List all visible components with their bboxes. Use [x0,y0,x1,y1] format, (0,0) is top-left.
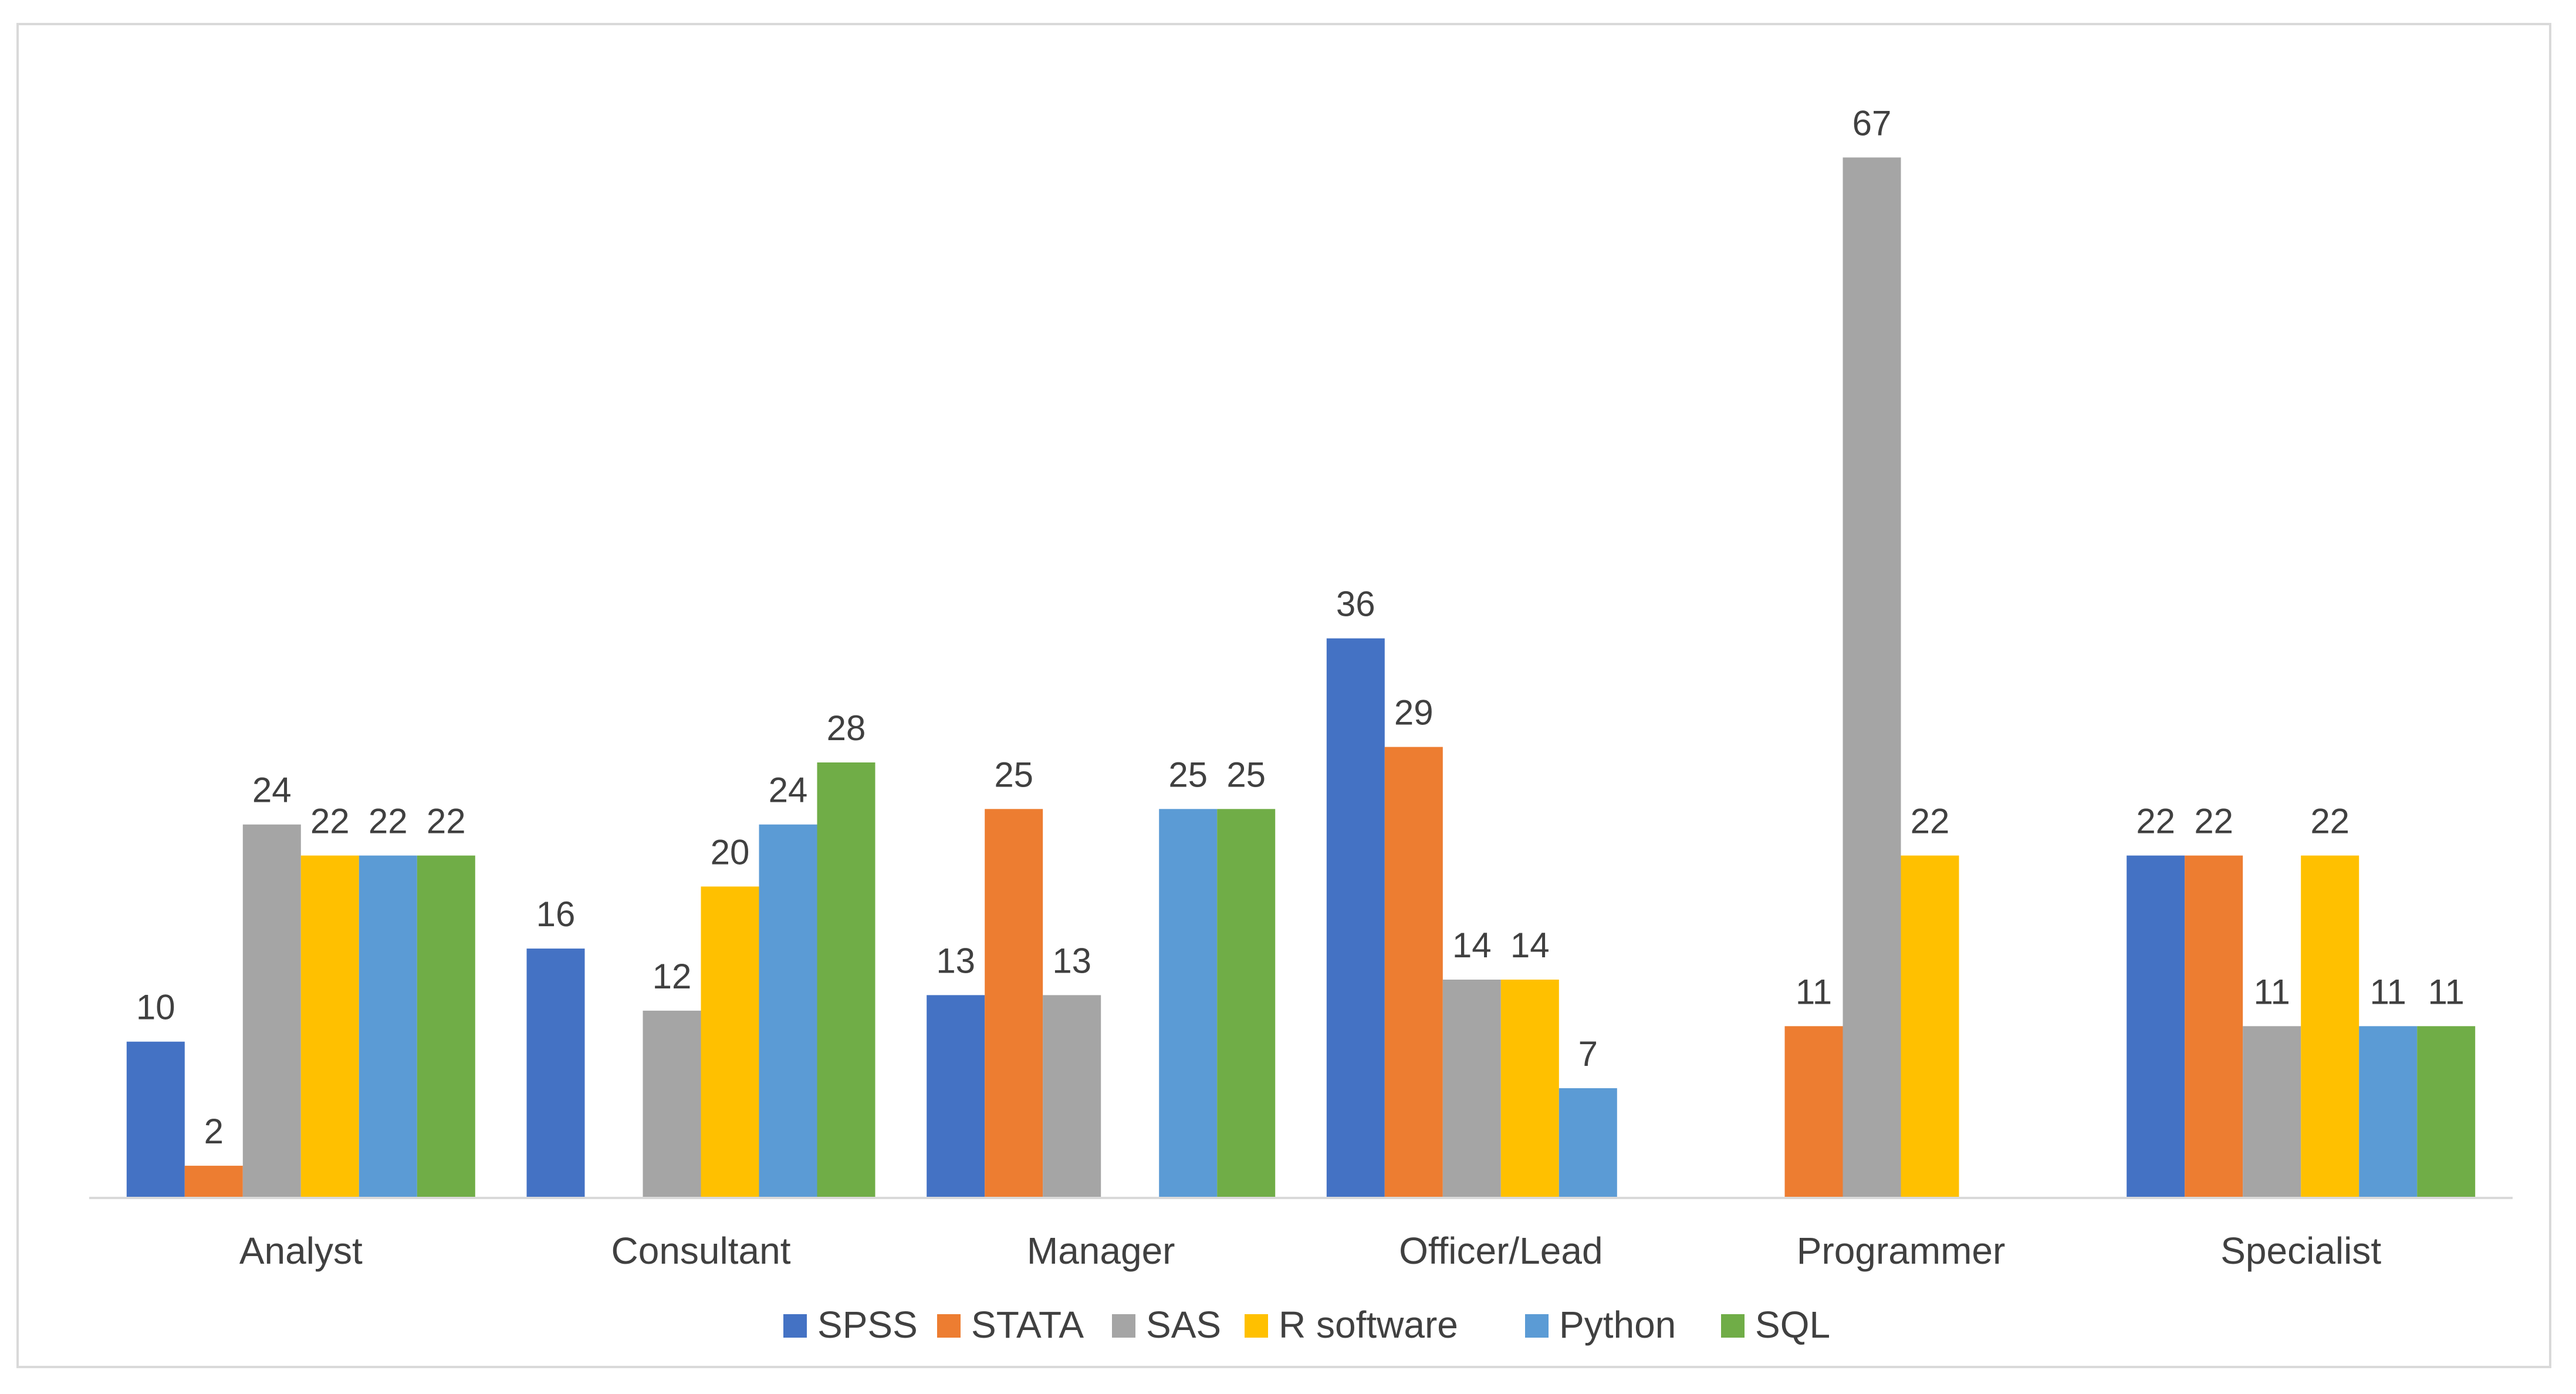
chart-frame: 10 2 24 22 22 22 16 12 20 24 28 13 25 13 25 25 36 29 14 14 7… [16,23,2551,1368]
legend-item-spss[interactable]: SPSS [783,1304,918,1346]
chart-svg: 10 2 24 22 22 22 16 12 20 24 28 13 25 13 25 25 36 29 14 14 7… [89,103,2513,1346]
data-label: 14 [1452,926,1492,965]
bar-officer-lead-python [1559,1088,1617,1197]
legend-item-sas[interactable]: SAS [1112,1304,1221,1346]
data-label: 13 [1052,941,1091,980]
legend-swatch [1525,1314,1549,1338]
data-label: 11 [2428,972,2465,1011]
x-tick-label: Analyst [239,1230,363,1272]
legend-label: R software [1279,1304,1458,1346]
legend-label: STATA [971,1304,1084,1346]
data-label: 28 [827,708,866,748]
data-label: 22 [2310,802,2349,841]
legend-label: Python [1559,1304,1676,1346]
bar-specialist-sas [2243,1026,2301,1197]
bars-layer [126,157,2476,1197]
legend-label: SAS [1146,1304,1221,1346]
legend-swatch [783,1314,807,1338]
bar-consultant-python [759,824,817,1197]
bar-analyst-sql [417,855,475,1197]
legend-label: SPSS [817,1304,918,1346]
bar-manager-stata [985,809,1043,1197]
data-label: 25 [994,755,1033,794]
data-label: 24 [769,771,808,810]
bar-analyst-r-software [300,855,359,1197]
data-label: 11 [2254,972,2290,1011]
bar-programmer-r-software [1901,855,1959,1197]
data-label: 29 [1394,693,1434,733]
legend-swatch [937,1314,961,1338]
bar-consultant-sas [643,1010,701,1197]
bar-specialist-spss [2127,855,2185,1197]
bar-analyst-stata [184,1166,243,1197]
x-tick-label: Specialist [2220,1230,2381,1272]
bar-analyst-spss [126,1041,185,1197]
data-label: 22 [427,802,466,841]
data-label: 11 [1796,972,1832,1011]
data-label: 2 [204,1112,224,1151]
x-tick-label: Officer/Lead [1399,1230,1603,1272]
data-label: 67 [1852,103,1892,143]
bar-specialist-sql [2417,1026,2476,1197]
data-label: 24 [252,771,292,810]
data-label: 36 [1336,585,1375,624]
legend-swatch [1721,1314,1745,1338]
legend-item-r-software[interactable]: R software [1245,1304,1458,1346]
bar-specialist-r-software [2301,855,2359,1197]
legend-item-sql[interactable]: SQL [1721,1304,1830,1346]
data-label: 22 [1911,802,1950,841]
data-label: 13 [936,941,975,980]
data-label: 14 [1510,926,1550,965]
legend-label: SQL [1755,1304,1830,1346]
bar-officer-lead-r-software [1500,980,1559,1197]
legend-item-stata[interactable]: STATA [937,1304,1084,1346]
data-label: 7 [1578,1034,1598,1074]
bar-specialist-python [2359,1026,2418,1197]
legend[interactable]: SPSS STATA SAS R software Python SQL [783,1304,1830,1346]
data-label: 12 [653,957,692,996]
data-label: 10 [136,988,175,1027]
bar-programmer-sas [1843,157,1901,1197]
x-tick-label: Manager [1027,1230,1175,1272]
x-tick-label: Consultant [611,1230,791,1272]
bar-consultant-sql [817,762,875,1197]
data-label: 16 [536,895,576,934]
bar-officer-lead-stata [1384,747,1443,1197]
bar-officer-lead-spss [1326,638,1385,1197]
bar-consultant-spss [526,949,585,1197]
legend-swatch [1245,1314,1268,1338]
bar-consultant-r-software [701,886,759,1197]
data-label: 22 [2194,802,2233,841]
bar-specialist-stata [2185,855,2243,1197]
data-label: 22 [369,802,408,841]
data-label: 22 [310,802,350,841]
bar-manager-sql [1217,809,1276,1197]
bar-programmer-stata [1784,1026,1843,1197]
legend-swatch [1112,1314,1135,1338]
bar-analyst-sas [242,824,301,1197]
data-label: 11 [2370,972,2406,1011]
data-label: 20 [711,832,750,872]
bar-officer-lead-sas [1442,980,1501,1197]
data-label: 25 [1226,755,1266,794]
bar-manager-spss [927,995,985,1197]
bar-manager-sas [1043,995,1101,1197]
bar-analyst-python [359,855,417,1197]
bar-manager-python [1159,809,1218,1197]
x-tick-labels: Analyst Consultant Manager Officer/Lead Prog… [239,1230,2382,1272]
data-label: 22 [2136,802,2175,841]
data-labels-layer: 10 2 24 22 22 22 16 12 20 24 28 13 25 13 25 25 36 29 14 14 7… [136,103,2465,1151]
x-tick-label: Programmer [1797,1230,2006,1272]
legend-item-python[interactable]: Python [1525,1304,1676,1346]
data-label: 25 [1168,755,1208,794]
